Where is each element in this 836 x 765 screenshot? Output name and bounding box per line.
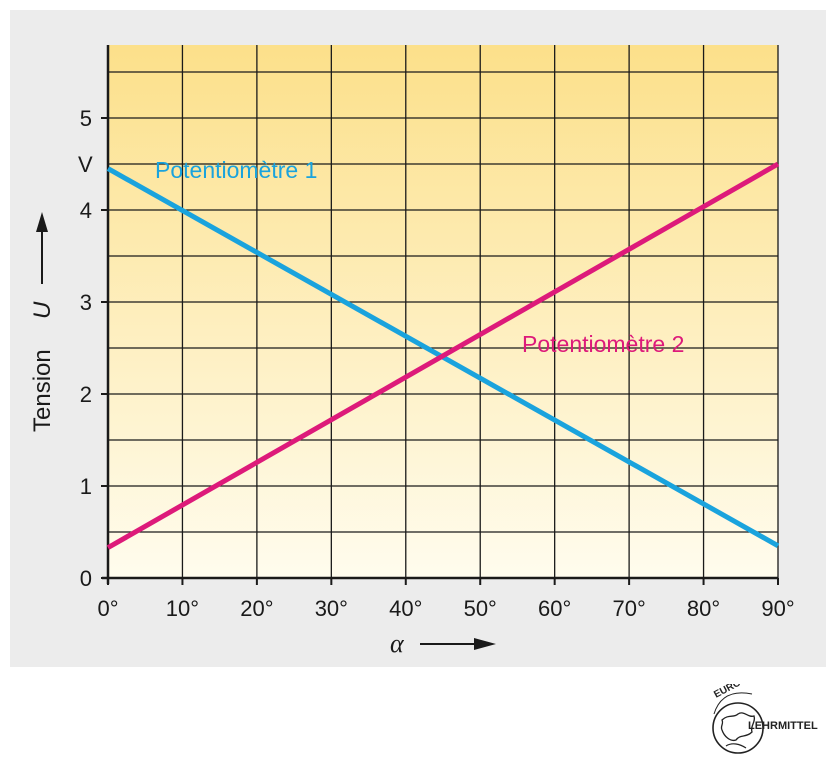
grid (101, 45, 779, 585)
y-axis-symbol: U (29, 301, 56, 319)
y-tick-label: 5 (80, 106, 92, 131)
x-tick-label: 70° (612, 596, 645, 621)
x-tick-label: 40° (389, 596, 422, 621)
series-label-potentiometre-2: Potentiomètre 2 (522, 331, 684, 357)
y-tick-label: 1 (80, 474, 92, 499)
x-tick-label: 50° (464, 596, 497, 621)
x-tick-label: 0° (97, 596, 118, 621)
y-unit-label: V (78, 152, 93, 177)
tick-labels: 0° 10° 20° 30° 40° 50° 60° 70° 80° 90° 0 1 2 3 4 5 (80, 106, 795, 621)
logo-continent-icon (720, 712, 756, 742)
y-axis-title-text: Tension (29, 349, 56, 432)
x-tick-label: 30° (315, 596, 348, 621)
series-label-potentiometre-1: Potentiomètre 1 (155, 157, 317, 183)
x-tick-label: 80° (687, 596, 720, 621)
y-axis-title: Tension U (29, 212, 56, 432)
plot-area (108, 45, 778, 578)
x-tick-label: 60° (538, 596, 571, 621)
series-lines (106, 161, 780, 550)
x-tick-label: 20° (240, 596, 273, 621)
x-axis-symbol: α (390, 629, 405, 658)
europa-lehrmittel-logo: EUROPA LEHRMITTEL (712, 684, 818, 754)
y-axis-arrow-head (36, 212, 48, 232)
y-tick-label: 2 (80, 382, 92, 407)
logo-top-text: EUROPA (712, 684, 754, 701)
logo-wave-icon (725, 743, 747, 749)
x-axis-arrow-head (474, 638, 496, 650)
logo-arc-icon (713, 692, 753, 715)
logo-side-text: LEHRMITTEL (748, 720, 818, 732)
y-tick-label: 4 (80, 198, 92, 223)
y-tick-label: 3 (80, 290, 92, 315)
series-line-2 (106, 161, 780, 550)
logo-globe-outline (712, 702, 764, 754)
x-tick-label: 90° (761, 596, 794, 621)
x-tick-label: 10° (166, 596, 199, 621)
y-tick-label: 0 (80, 566, 92, 591)
